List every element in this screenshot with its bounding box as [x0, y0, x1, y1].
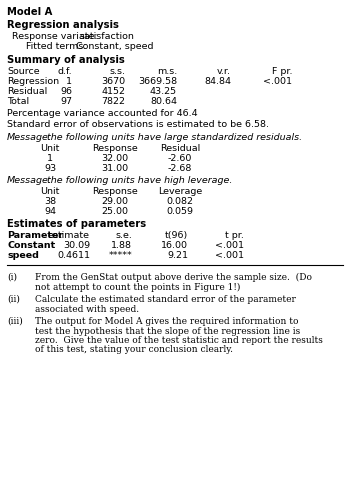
Text: the following units have large standardized residuals.: the following units have large standardi… — [44, 133, 302, 142]
Text: 38: 38 — [44, 197, 56, 206]
Text: Response: Response — [92, 187, 138, 196]
Text: 31.00: 31.00 — [102, 164, 128, 173]
Text: 3669.58: 3669.58 — [138, 77, 177, 86]
Text: From the GenStat output above derive the sample size.  (Do: From the GenStat output above derive the… — [35, 273, 312, 282]
Text: s.s.: s.s. — [109, 67, 125, 76]
Text: <.001: <.001 — [215, 241, 244, 250]
Text: Model A: Model A — [7, 7, 52, 17]
Text: Unit: Unit — [40, 144, 60, 153]
Text: t pr.: t pr. — [225, 231, 244, 240]
Text: (ii): (ii) — [7, 295, 20, 304]
Text: test the hypothesis that the slope of the regression line is: test the hypothesis that the slope of th… — [35, 327, 300, 335]
Text: not attempt to count the points in Figure 1!): not attempt to count the points in Figur… — [35, 283, 240, 292]
Text: t(96): t(96) — [165, 231, 188, 240]
Text: 32.00: 32.00 — [102, 154, 128, 163]
Text: Parameter: Parameter — [7, 231, 63, 240]
Text: Fitted terms:: Fitted terms: — [26, 42, 87, 51]
Text: Constant: Constant — [7, 241, 55, 250]
Text: zero.  Give the value of the test statistic and report the results: zero. Give the value of the test statist… — [35, 336, 323, 345]
Text: estimate: estimate — [48, 231, 90, 240]
Text: Residual: Residual — [7, 87, 47, 96]
Text: Regression: Regression — [7, 77, 59, 86]
Text: Leverage: Leverage — [158, 187, 202, 196]
Text: Unit: Unit — [40, 187, 60, 196]
Text: -2.60: -2.60 — [168, 154, 192, 163]
Text: 93: 93 — [44, 164, 56, 173]
Text: 0.4611: 0.4611 — [57, 251, 90, 260]
Text: Summary of analysis: Summary of analysis — [7, 55, 125, 65]
Text: speed: speed — [7, 251, 39, 260]
Text: associated with speed.: associated with speed. — [35, 304, 139, 314]
Text: Message:: Message: — [7, 176, 52, 185]
Text: Response: Response — [92, 144, 138, 153]
Text: Standard error of observations is estimated to be 6.58.: Standard error of observations is estima… — [7, 120, 269, 129]
Text: Message:: Message: — [7, 133, 52, 142]
Text: Residual: Residual — [160, 144, 200, 153]
Text: 0.082: 0.082 — [167, 197, 194, 206]
Text: -2.68: -2.68 — [168, 164, 192, 173]
Text: Constant, speed: Constant, speed — [76, 42, 154, 51]
Text: Calculate the estimated standard error of the parameter: Calculate the estimated standard error o… — [35, 295, 296, 304]
Text: Regression analysis: Regression analysis — [7, 20, 119, 30]
Text: (iii): (iii) — [7, 317, 23, 326]
Text: 1: 1 — [66, 77, 72, 86]
Text: 25.00: 25.00 — [102, 207, 128, 216]
Text: s.e.: s.e. — [115, 231, 132, 240]
Text: 0.059: 0.059 — [167, 207, 194, 216]
Text: 1: 1 — [47, 154, 53, 163]
Text: the following units have high leverage.: the following units have high leverage. — [44, 176, 232, 185]
Text: 3670: 3670 — [101, 77, 125, 86]
Text: 29.00: 29.00 — [102, 197, 128, 206]
Text: 97: 97 — [60, 97, 72, 106]
Text: 9.21: 9.21 — [167, 251, 188, 260]
Text: d.f.: d.f. — [57, 67, 72, 76]
Text: Response variate:: Response variate: — [12, 32, 98, 41]
Text: of this test, stating your conclusion clearly.: of this test, stating your conclusion cl… — [35, 346, 233, 354]
Text: 16.00: 16.00 — [161, 241, 188, 250]
Text: 4152: 4152 — [101, 87, 125, 96]
Text: Percentage variance accounted for 46.4: Percentage variance accounted for 46.4 — [7, 109, 198, 118]
Text: m.s.: m.s. — [157, 67, 177, 76]
Text: 7822: 7822 — [101, 97, 125, 106]
Text: v.r.: v.r. — [217, 67, 231, 76]
Text: 43.25: 43.25 — [150, 87, 177, 96]
Text: <.001: <.001 — [215, 251, 244, 260]
Text: (i): (i) — [7, 273, 17, 282]
Text: 30.09: 30.09 — [63, 241, 90, 250]
Text: 84.84: 84.84 — [204, 77, 231, 86]
Text: 80.64: 80.64 — [150, 97, 177, 106]
Text: satisfaction: satisfaction — [79, 32, 134, 41]
Text: <.001: <.001 — [263, 77, 292, 86]
Text: 96: 96 — [60, 87, 72, 96]
Text: The output for Model A gives the required information to: The output for Model A gives the require… — [35, 317, 299, 326]
Text: Estimates of parameters: Estimates of parameters — [7, 219, 146, 229]
Text: *****: ***** — [108, 251, 132, 260]
Text: Source: Source — [7, 67, 40, 76]
Text: F pr.: F pr. — [272, 67, 292, 76]
Text: 94: 94 — [44, 207, 56, 216]
Text: 1.88: 1.88 — [111, 241, 132, 250]
Text: Total: Total — [7, 97, 29, 106]
